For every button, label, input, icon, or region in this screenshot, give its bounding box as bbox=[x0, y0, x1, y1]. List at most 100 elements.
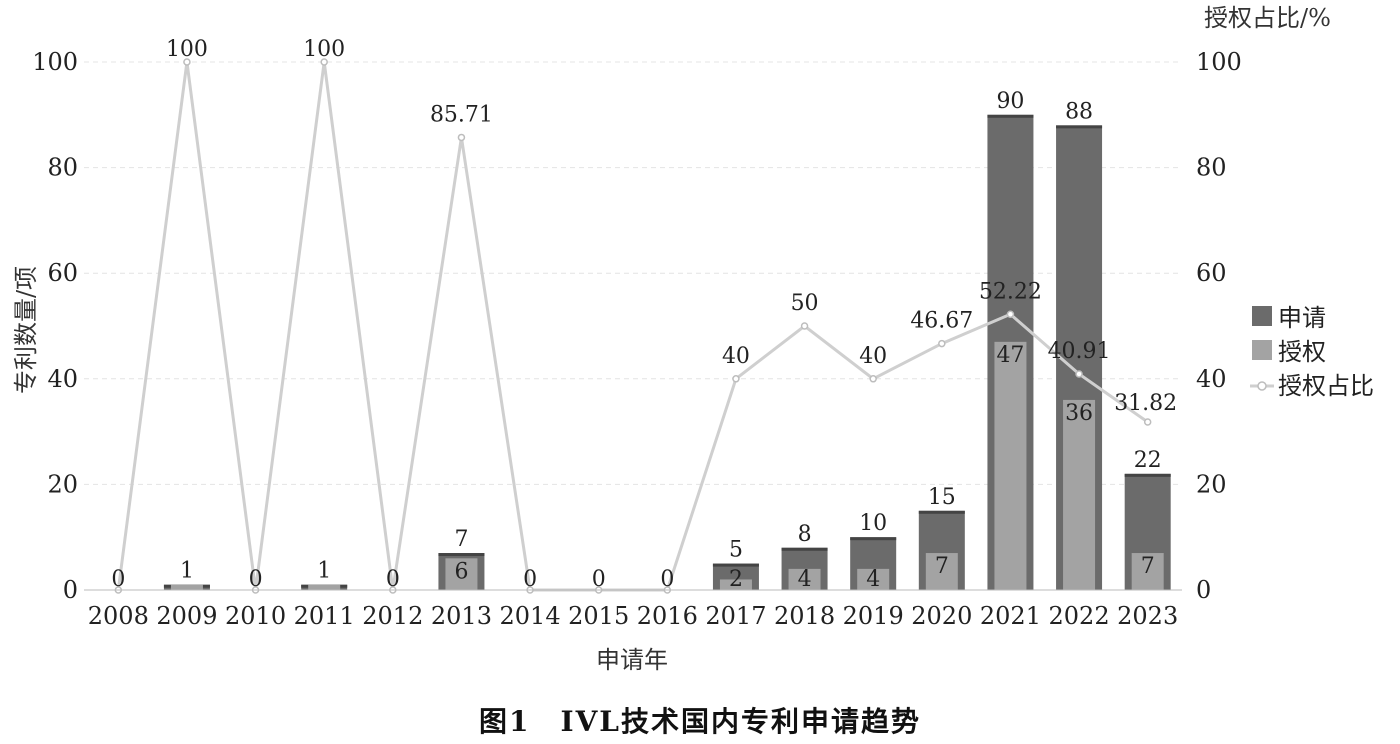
bar-grant bbox=[857, 568, 890, 590]
grid-lines bbox=[84, 61, 1182, 485]
bar-apply-cap bbox=[712, 563, 759, 567]
bar-grant bbox=[1063, 399, 1096, 590]
y-tick-label: 40 bbox=[47, 365, 78, 393]
ratio-value-label: 0 bbox=[523, 567, 537, 592]
ratio-value-label: 52.22 bbox=[979, 279, 1042, 304]
apply-value-label: 15 bbox=[928, 485, 956, 510]
ratio-value-label: 40 bbox=[722, 344, 750, 369]
bar-apply-cap bbox=[850, 537, 897, 541]
apply-value-label: 90 bbox=[996, 89, 1024, 114]
ratio-marker bbox=[320, 58, 328, 66]
grant-bars bbox=[170, 341, 1164, 590]
bar-apply-cap bbox=[918, 510, 965, 514]
ratio-value-label: 0 bbox=[386, 567, 400, 592]
x-tick-label: 2010 bbox=[225, 602, 286, 630]
ratio-value-label: 50 bbox=[791, 291, 819, 316]
grant-value-label: 4 bbox=[866, 567, 880, 592]
y2-tick-label: 100 bbox=[1196, 48, 1242, 76]
grant-value-label: 36 bbox=[1065, 401, 1093, 426]
bar-apply-cap bbox=[1056, 125, 1103, 129]
x-tick-label: 2019 bbox=[843, 602, 904, 630]
bar-grant bbox=[308, 584, 341, 590]
legend-swatch-grant bbox=[1252, 340, 1272, 360]
ratio-value-label: 40.91 bbox=[1048, 339, 1111, 364]
ratio-marker bbox=[1143, 418, 1152, 426]
bar-grant bbox=[994, 341, 1027, 590]
ratio-marker bbox=[938, 339, 946, 348]
x-tick-label: 2021 bbox=[980, 602, 1041, 630]
ratio-marker bbox=[869, 375, 877, 383]
ratio-value-label: 100 bbox=[303, 37, 345, 62]
x-tick-label: 2023 bbox=[1117, 602, 1178, 630]
bar-grant bbox=[925, 553, 958, 590]
ratio-marker bbox=[1075, 370, 1083, 378]
y2-tick-label: 60 bbox=[1196, 259, 1227, 287]
legend-label-grant: 授权 bbox=[1278, 338, 1326, 366]
bar-grant bbox=[445, 558, 478, 590]
ratio-marker bbox=[183, 58, 191, 66]
bar-apply-cap bbox=[438, 553, 485, 557]
ratio-value-label: 31.82 bbox=[1114, 391, 1177, 416]
x-axis-title: 申请年 bbox=[596, 646, 668, 674]
ratio-value-label: 46.67 bbox=[910, 309, 973, 334]
y2-tick-label: 40 bbox=[1196, 365, 1227, 393]
ratio-value-label: 0 bbox=[592, 567, 606, 592]
ratio-value-label: 0 bbox=[660, 567, 674, 592]
x-tick-label: 2009 bbox=[156, 602, 217, 630]
apply-value-label: 22 bbox=[1134, 448, 1162, 473]
y-tick-label: 80 bbox=[47, 154, 78, 182]
y-axis-title: 专利数量/项 bbox=[12, 266, 40, 394]
ratio-marker bbox=[457, 133, 466, 142]
legend-label-apply: 申请 bbox=[1278, 304, 1326, 332]
ratio-value-label: 40 bbox=[859, 344, 887, 369]
grant-value-label: 7 bbox=[935, 554, 949, 579]
grant-value-label: 2 bbox=[729, 567, 743, 592]
x-tick-label: 2013 bbox=[431, 602, 492, 630]
apply-value-label: 5 bbox=[729, 538, 743, 563]
y-tick-label: 20 bbox=[47, 470, 78, 498]
ratio-value-label: 85.71 bbox=[430, 102, 493, 127]
apply-value-label: 8 bbox=[798, 522, 812, 547]
x-tick-label: 2014 bbox=[500, 602, 561, 630]
bar-grant bbox=[788, 568, 821, 590]
y2-tick-label: 0 bbox=[1196, 576, 1211, 604]
x-tick-label: 2017 bbox=[705, 602, 766, 630]
figure-caption: 图1 IVL技术国内专利申请趋势 bbox=[479, 705, 921, 738]
apply-value-label: 88 bbox=[1065, 99, 1093, 124]
ratio-marker bbox=[800, 322, 809, 330]
x-tick-label: 2016 bbox=[637, 602, 698, 630]
legend-swatch-apply bbox=[1252, 306, 1272, 326]
y2-tick-label: 20 bbox=[1196, 470, 1227, 498]
legend-label-ratio: 授权占比 bbox=[1278, 372, 1374, 400]
bar-apply-cap bbox=[781, 547, 828, 551]
bar-apply-cap bbox=[1124, 473, 1171, 477]
y-tick-label: 0 bbox=[63, 576, 78, 604]
ratio-value-label: 0 bbox=[111, 567, 125, 592]
ratio-value-label: 0 bbox=[249, 567, 263, 592]
apply-value-label: 1 bbox=[180, 559, 194, 584]
bar-apply-cap bbox=[987, 114, 1034, 118]
bar-grant bbox=[1131, 553, 1164, 590]
x-tick-label: 2015 bbox=[568, 602, 629, 630]
y-tick-label: 100 bbox=[32, 48, 78, 76]
grant-value-label: 7 bbox=[1141, 554, 1155, 579]
apply-value-label: 10 bbox=[859, 511, 887, 536]
y2-tick-label: 80 bbox=[1196, 154, 1227, 182]
bar-grant bbox=[719, 579, 752, 590]
apply-value-label: 1 bbox=[317, 559, 331, 584]
apply-value-label: 7 bbox=[454, 527, 468, 552]
legend-marker-ratio bbox=[1257, 381, 1267, 391]
bar-grant bbox=[170, 584, 203, 590]
ratio-marker bbox=[1006, 310, 1015, 319]
x-tick-label: 2020 bbox=[911, 602, 972, 630]
x-tick-label: 2008 bbox=[88, 602, 149, 630]
x-tick-label: 2012 bbox=[362, 602, 423, 630]
grant-value-label: 47 bbox=[996, 343, 1024, 368]
ratio-marker bbox=[732, 375, 740, 383]
grant-value-label: 6 bbox=[454, 559, 468, 584]
x-tick-label: 2018 bbox=[774, 602, 835, 630]
y-tick-label: 60 bbox=[47, 259, 78, 287]
